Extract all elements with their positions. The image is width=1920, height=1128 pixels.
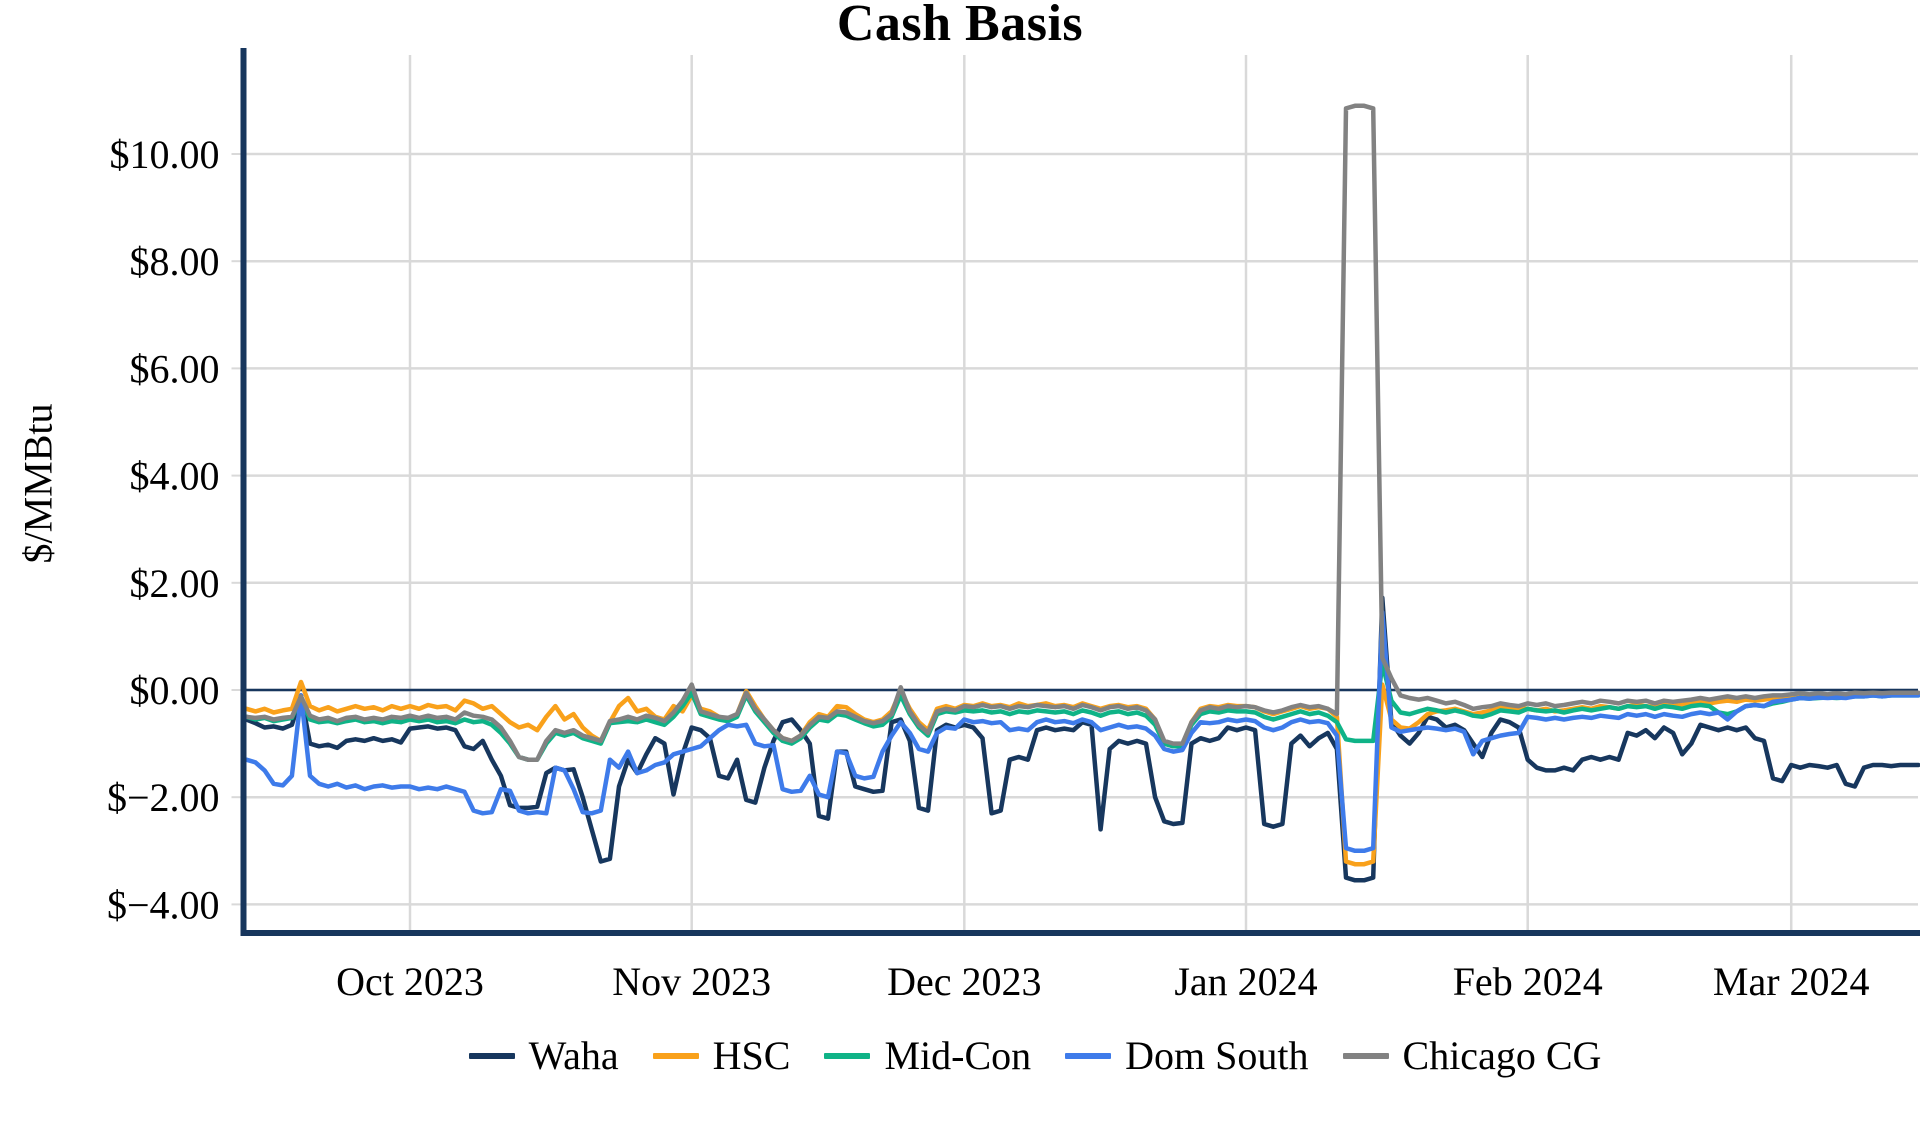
y-axis-title: $/MMBtu: [15, 403, 61, 564]
series-line-waha: [244, 595, 1920, 883]
x-tick-label: Dec 2023: [887, 959, 1041, 1004]
chicago-cg-line-swatch-icon: [1342, 1053, 1389, 1059]
y-tick-label: $8.00: [130, 239, 220, 284]
chart-title: Cash Basis: [836, 0, 1084, 52]
legend-label: HSC: [712, 1033, 791, 1078]
dom-south-line-swatch-icon: [1065, 1053, 1112, 1059]
legend-item-chicago-cg: Chicago CG: [1342, 1033, 1602, 1078]
legend-item-waha: Waha: [468, 1033, 619, 1078]
legend-label: Dom South: [1125, 1033, 1309, 1078]
legend-item-mid-con: Mid-Con: [824, 1036, 1031, 1076]
legend-label: Chicago CG: [1402, 1033, 1602, 1078]
x-tick-label: Oct 2023: [336, 959, 484, 1004]
x-tick-label: Jan 2024: [1174, 959, 1317, 1004]
y-tick-label: $6.00: [130, 346, 220, 391]
waha-line-swatch-icon: [468, 1053, 515, 1059]
series-line-dom-south: [244, 610, 1920, 854]
y-tick-label: $0.00: [130, 668, 220, 713]
legend-item-dom-south: Dom South: [1065, 1033, 1309, 1078]
x-tick-label: Feb 2024: [1453, 959, 1603, 1004]
y-tick-label: $−4.00: [107, 882, 220, 927]
mid-con-line-swatch-icon: [824, 1053, 871, 1059]
y-tick-label: $−2.00: [107, 775, 220, 820]
chart-legend: Waha HSC Mid-Con Dom South Chicago CG: [0, 1036, 1920, 1076]
y-tick-label: $10.00: [110, 132, 220, 177]
legend-label: Mid-Con: [884, 1033, 1032, 1078]
legend-label: Waha: [528, 1033, 619, 1078]
y-tick-label: $4.00: [130, 454, 220, 499]
x-tick-label: Nov 2023: [612, 959, 771, 1004]
hsc-line-swatch-icon: [652, 1053, 699, 1059]
y-tick-label: $2.00: [130, 561, 220, 606]
series-line-chicago-cg: [244, 103, 1920, 762]
legend-item-hsc: HSC: [652, 1033, 791, 1078]
x-tick-label: Mar 2024: [1713, 959, 1870, 1004]
